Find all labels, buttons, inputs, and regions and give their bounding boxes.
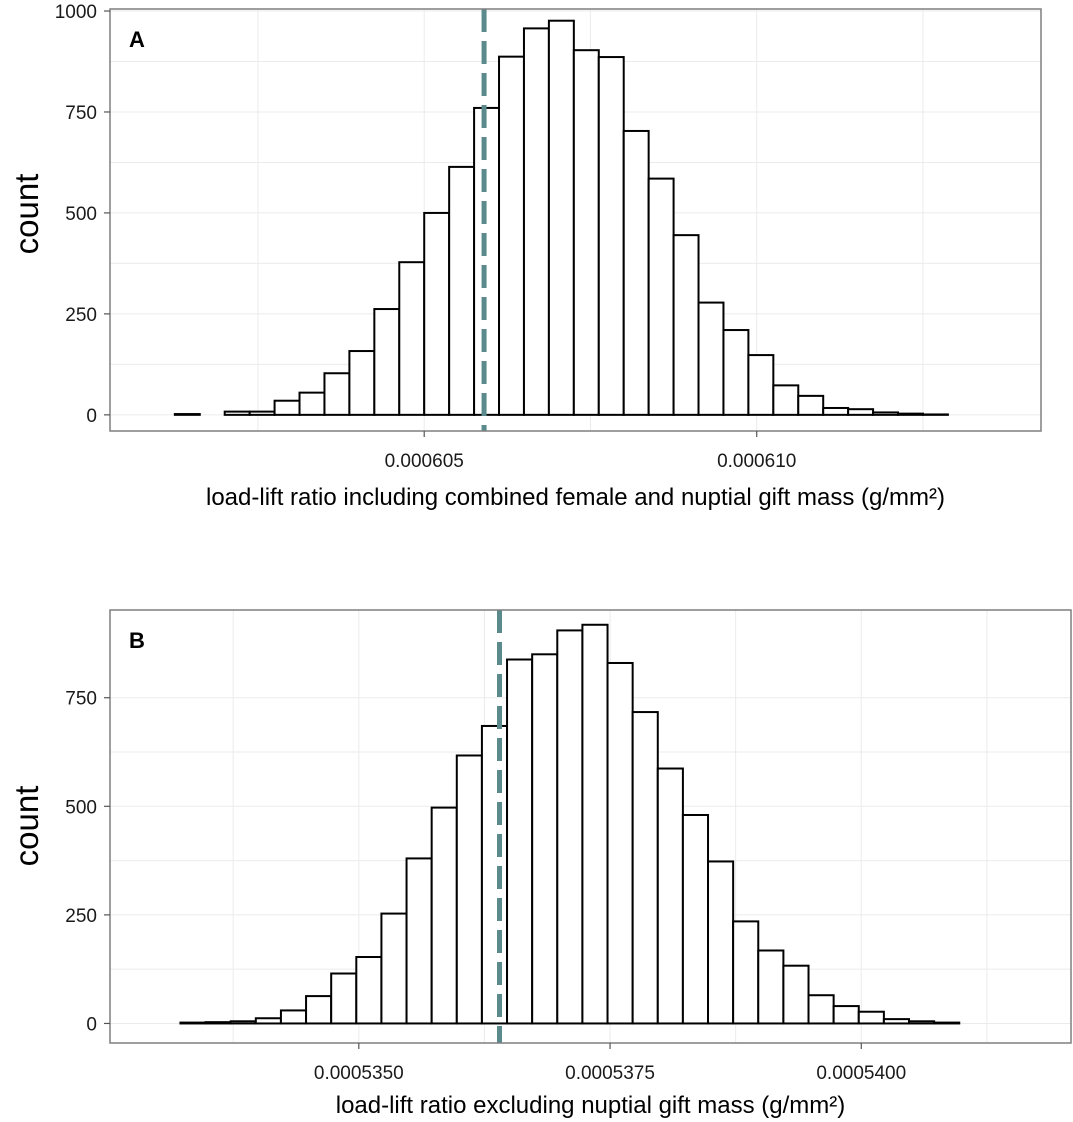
panel-a-histogram-bar xyxy=(522,27,550,416)
panel-b-x-axis-title: load-lift ratio excluding nuptial gift m… xyxy=(336,1092,846,1119)
panel-b-histogram-bar xyxy=(480,724,509,1025)
panel-a-histogram-bar xyxy=(348,350,376,416)
histogram-panel-a: 0 250 500 750 1000 0.000605 0.000610 Aload-lift… xyxy=(8,2,1042,511)
panel-a-label: A xyxy=(129,27,145,52)
panel-a-histogram-bar xyxy=(547,19,575,416)
panel-b-histogram-bar xyxy=(279,1009,308,1025)
panel-b-label: B xyxy=(129,628,145,653)
panel-a-y-axis-title: count xyxy=(8,174,45,255)
panel-b-histogram-bar xyxy=(556,629,584,1025)
panel-b-histogram-bar xyxy=(204,1021,232,1025)
panel-a-histogram-bar xyxy=(847,408,875,416)
panel-b-histogram-bar xyxy=(782,964,810,1025)
panel-b-histogram-bar xyxy=(807,994,835,1025)
panel-b-histogram-bar xyxy=(707,860,735,1025)
panel-b-histogram-bar xyxy=(832,1005,860,1025)
panel-a-histogram-bar xyxy=(248,410,276,416)
panel-b-histogram-bar xyxy=(506,658,534,1025)
panel-b-y-tick-label: 500 xyxy=(65,797,97,818)
panel-a-histogram-bar xyxy=(298,391,326,416)
panel-b-histogram-bar xyxy=(656,767,684,1025)
panel-b-plot-frame xyxy=(109,609,1072,1044)
panel-a-histogram-bar xyxy=(697,301,725,416)
panel-b-x-tick-label: 0.0005375 xyxy=(565,1063,655,1084)
panel-b-histogram-bar xyxy=(882,1018,911,1025)
panel-b-histogram-bar xyxy=(681,813,710,1025)
panel-a-histogram-bar xyxy=(597,56,625,416)
panel-a-histogram-bar xyxy=(448,165,476,416)
panel-a-histogram-bar xyxy=(722,329,750,416)
panel-b-y-axis-title: count xyxy=(8,786,45,867)
panel-a-histogram-bar xyxy=(173,413,201,416)
panel-b-y-tick-label: 250 xyxy=(65,906,97,927)
panel-b-x-tick-label: 0.0005400 xyxy=(816,1063,906,1084)
panel-a-x-tick-label: 0.000610 xyxy=(717,451,796,472)
panel-a-histogram-bar xyxy=(772,384,800,416)
panel-b-histogram-bar xyxy=(531,653,559,1025)
panel-a-x-tick-label: 0.000605 xyxy=(385,451,464,472)
panel-b-y-tick-label: 750 xyxy=(65,689,97,710)
panel-b-histogram-bar xyxy=(606,661,634,1025)
panel-b-histogram-bar xyxy=(857,1010,885,1025)
panel-b-histogram-bar xyxy=(581,623,609,1025)
panel-a-histogram-bar xyxy=(647,177,675,416)
panel-b-histogram-bar xyxy=(933,1021,961,1025)
panel-a-y-tick-label: 0 xyxy=(86,406,97,427)
panel-b-histogram-bar xyxy=(305,995,333,1025)
panel-b-histogram-bar xyxy=(430,806,458,1025)
panel-a-histogram-bar xyxy=(897,412,924,416)
panel-a-histogram-bar xyxy=(498,55,525,416)
panel-a-y-tick-label: 500 xyxy=(65,204,97,225)
panel-b-histogram-bar xyxy=(455,754,483,1025)
panel-a-histogram-bar xyxy=(797,394,825,416)
panel-b-histogram-bar xyxy=(179,1021,207,1025)
panel-a-histogram-bar xyxy=(672,234,700,416)
panel-a-histogram-bar xyxy=(423,211,451,416)
panel-b-histogram-bar xyxy=(254,1017,282,1025)
panel-a-histogram-bar xyxy=(223,410,251,416)
panel-b-x-tick-label: 0.0005350 xyxy=(314,1063,404,1084)
panel-a-histogram-bar xyxy=(273,399,301,416)
panel-a-y-tick-label: 1000 xyxy=(55,2,97,23)
panel-b-histogram-bar xyxy=(229,1020,257,1025)
panel-a-histogram-bar xyxy=(622,129,650,416)
panel-b-histogram-bar xyxy=(908,1020,936,1025)
panel-a-histogram-bar xyxy=(398,261,426,416)
panel-a-histogram-bar xyxy=(872,411,900,416)
panel-a-histogram-bar xyxy=(323,372,351,416)
panel-a-histogram-bar xyxy=(822,406,850,416)
histogram-panel-b: 0 250 500 750 0.0005350 0.0005375 0.0005400 Blo… xyxy=(8,609,1072,1119)
panel-a-histogram-bar xyxy=(747,354,775,416)
panel-b-histogram-bar xyxy=(330,972,358,1025)
panel-b-histogram-bar xyxy=(732,920,760,1025)
panel-b-histogram-bar xyxy=(757,949,785,1025)
panel-a-histogram-bar xyxy=(572,49,600,416)
panel-a-plot-frame xyxy=(109,8,1042,432)
panel-b-y-tick-label: 0 xyxy=(86,1014,97,1035)
panel-a-y-tick-label: 250 xyxy=(65,305,97,326)
panel-a-y-tick-label: 750 xyxy=(65,103,97,124)
panel-b-histogram-bar xyxy=(380,912,408,1025)
panel-a-x-axis-title: load-lift ratio including combined femal… xyxy=(206,484,945,511)
panel-b-histogram-bar xyxy=(405,857,433,1025)
panel-b-histogram-bar xyxy=(631,711,659,1025)
panel-a-histogram-bar xyxy=(373,308,401,416)
panel-b-histogram-bar xyxy=(355,956,383,1025)
